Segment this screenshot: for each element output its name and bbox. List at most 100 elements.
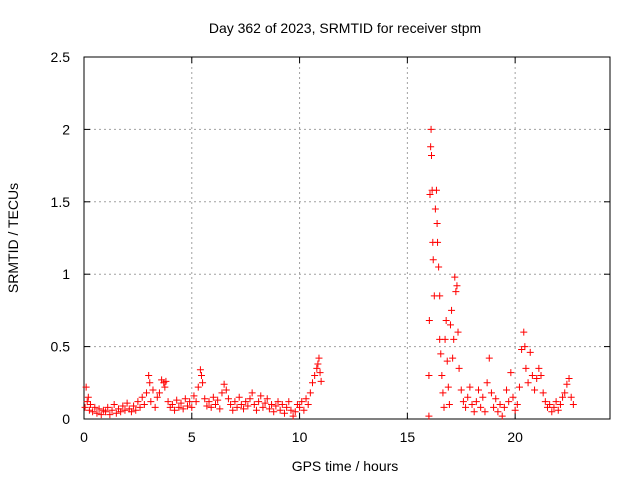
y-tick-label: 2 bbox=[62, 121, 70, 137]
data-point bbox=[265, 405, 273, 413]
data-point bbox=[250, 401, 258, 409]
y-tick-label: 0 bbox=[62, 411, 70, 427]
y-tick-label: 1 bbox=[62, 266, 70, 282]
x-tick-label: 5 bbox=[188, 429, 196, 445]
data-point bbox=[524, 379, 532, 387]
data-point bbox=[196, 366, 204, 374]
data-point bbox=[132, 406, 140, 414]
data-point bbox=[199, 379, 207, 387]
data-point bbox=[521, 343, 529, 351]
data-point bbox=[97, 411, 105, 419]
data-point bbox=[537, 372, 545, 380]
data-point bbox=[459, 398, 467, 406]
x-tick-label: 15 bbox=[400, 429, 416, 445]
data-point bbox=[231, 398, 239, 406]
data-point bbox=[451, 273, 459, 281]
data-point bbox=[104, 403, 112, 411]
data-point bbox=[85, 406, 93, 414]
data-point bbox=[121, 406, 129, 414]
data-point bbox=[432, 186, 440, 194]
data-point bbox=[168, 401, 176, 409]
data-point bbox=[559, 393, 567, 401]
data-point bbox=[487, 389, 495, 397]
data-point bbox=[492, 395, 500, 403]
data-point bbox=[304, 401, 312, 409]
data-point bbox=[500, 403, 508, 411]
data-point bbox=[164, 398, 172, 406]
data-point bbox=[427, 143, 435, 151]
data-point bbox=[520, 328, 528, 336]
data-point bbox=[468, 401, 476, 409]
data-point bbox=[127, 408, 135, 416]
data-point bbox=[522, 364, 530, 372]
data-point bbox=[272, 402, 280, 410]
data-point bbox=[209, 393, 217, 401]
data-point bbox=[82, 383, 90, 391]
data-point bbox=[224, 395, 232, 403]
data-point bbox=[110, 401, 118, 409]
data-point bbox=[83, 398, 91, 406]
axis-ticks: 0 5 10 15 20 0 0.5 1 1.5 2 2.5 bbox=[51, 49, 610, 445]
data-point bbox=[539, 389, 547, 397]
data-point bbox=[439, 389, 447, 397]
data-point bbox=[448, 306, 456, 314]
data-point bbox=[552, 398, 560, 406]
data-point bbox=[242, 398, 250, 406]
data-point bbox=[289, 412, 297, 420]
data-point bbox=[434, 238, 442, 246]
data-point bbox=[134, 398, 142, 406]
data-point bbox=[119, 402, 127, 410]
data-point bbox=[278, 401, 286, 409]
data-point bbox=[442, 317, 450, 325]
data-point bbox=[548, 408, 556, 416]
data-point bbox=[443, 357, 451, 365]
data-point bbox=[205, 398, 213, 406]
data-point bbox=[153, 393, 161, 401]
data-point bbox=[183, 402, 191, 410]
data-point bbox=[244, 402, 252, 410]
data-point bbox=[315, 354, 323, 362]
data-point bbox=[287, 406, 295, 414]
data-point bbox=[317, 377, 325, 385]
data-point bbox=[207, 403, 215, 411]
data-point bbox=[481, 408, 489, 416]
data-point bbox=[261, 399, 269, 407]
data-point bbox=[216, 405, 224, 413]
data-point bbox=[149, 386, 157, 394]
data-point bbox=[248, 389, 256, 397]
data-point bbox=[496, 401, 504, 409]
data-point bbox=[280, 409, 288, 417]
y-tick-label: 2.5 bbox=[51, 49, 71, 65]
data-point bbox=[505, 398, 513, 406]
data-point bbox=[452, 288, 460, 296]
data-point bbox=[220, 380, 228, 388]
data-point bbox=[306, 389, 314, 397]
data-point bbox=[567, 393, 575, 401]
data-point bbox=[181, 395, 189, 403]
data-point bbox=[441, 335, 449, 343]
data-point bbox=[263, 395, 271, 403]
data-point bbox=[161, 383, 169, 391]
data-point bbox=[255, 398, 263, 406]
data-point bbox=[513, 401, 521, 409]
data-point bbox=[425, 372, 433, 380]
data-point bbox=[531, 386, 539, 394]
data-point bbox=[541, 398, 549, 406]
data-point bbox=[283, 403, 291, 411]
data-point bbox=[426, 191, 434, 199]
data-point bbox=[259, 403, 267, 411]
data-point bbox=[143, 389, 151, 397]
y-axis-label: SRMTID / TECUs bbox=[5, 183, 21, 293]
grid-lines bbox=[84, 57, 610, 419]
data-point bbox=[425, 412, 433, 420]
data-point bbox=[556, 401, 564, 409]
x-tick-label: 0 bbox=[80, 429, 88, 445]
data-point bbox=[466, 383, 474, 391]
data-point bbox=[450, 335, 458, 343]
data-point bbox=[136, 403, 144, 411]
data-point bbox=[490, 403, 498, 411]
data-point bbox=[455, 364, 463, 372]
data-point bbox=[106, 411, 114, 419]
data-point bbox=[147, 398, 155, 406]
data-point bbox=[175, 403, 183, 411]
